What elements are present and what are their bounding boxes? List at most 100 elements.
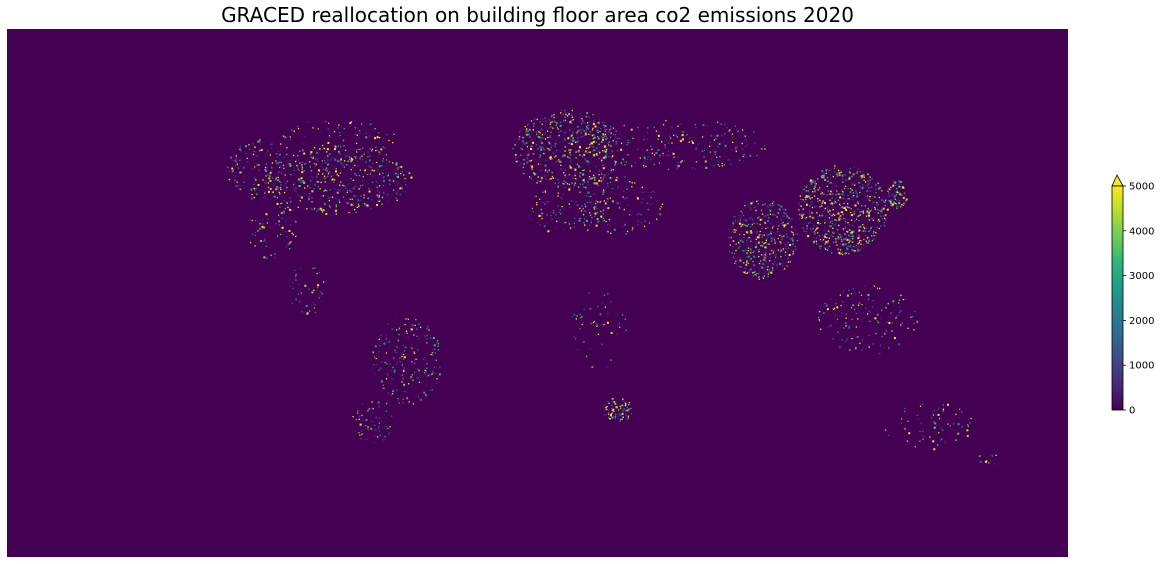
emission-point	[387, 173, 390, 175]
emission-point	[594, 212, 597, 215]
emission-point	[537, 163, 540, 165]
emission-point	[568, 113, 571, 116]
emission-point	[324, 169, 327, 172]
emission-point	[528, 153, 530, 155]
emission-point	[777, 231, 779, 233]
emission-point	[575, 318, 577, 320]
emission-point	[826, 185, 828, 187]
emission-point	[260, 148, 263, 151]
emission-point	[583, 181, 586, 183]
emission-point	[561, 206, 563, 208]
emission-point	[735, 243, 737, 245]
emission-point	[579, 313, 581, 315]
emission-point	[863, 176, 865, 178]
emission-point	[743, 219, 745, 221]
emission-point	[603, 217, 605, 219]
emission-point	[811, 216, 813, 218]
emission-point	[608, 418, 611, 420]
emission-point	[860, 294, 863, 296]
emission-point	[553, 145, 555, 147]
emission-point	[260, 240, 262, 242]
emission-point	[966, 429, 969, 432]
emission-point	[783, 224, 786, 227]
emission-point	[284, 144, 286, 146]
emission-point	[402, 344, 405, 346]
emission-point	[650, 197, 652, 199]
emission-point	[539, 132, 541, 134]
emission-point	[848, 171, 851, 173]
emission-point	[969, 422, 971, 424]
emission-point	[310, 180, 312, 182]
emission-point	[629, 214, 631, 216]
emission-point	[362, 175, 364, 178]
emission-point	[750, 226, 752, 228]
emission-point	[611, 412, 613, 414]
emission-point	[933, 426, 936, 429]
emission-point	[627, 154, 629, 156]
emission-point	[703, 135, 705, 137]
emission-point	[819, 187, 821, 189]
emission-point	[869, 210, 871, 212]
emission-point	[250, 197, 253, 200]
emission-point	[570, 139, 572, 141]
emission-point	[542, 146, 544, 149]
emission-point	[743, 262, 745, 264]
emission-point	[892, 181, 895, 183]
emission-point	[765, 239, 767, 242]
emission-point	[843, 239, 845, 241]
emission-point	[234, 185, 236, 187]
emission-point	[870, 209, 872, 211]
emission-point	[579, 154, 581, 156]
emission-point	[551, 171, 553, 174]
emission-point	[821, 170, 824, 173]
emission-point	[967, 425, 969, 427]
emission-point	[553, 113, 555, 116]
emission-point	[257, 184, 260, 186]
emission-point	[819, 222, 822, 225]
emission-point	[588, 151, 590, 153]
emission-point	[314, 304, 316, 306]
emission-point	[520, 147, 522, 150]
emission-point	[681, 160, 683, 162]
emission-point	[835, 303, 837, 305]
emission-point	[605, 156, 607, 158]
emission-point	[532, 211, 534, 213]
emission-point	[528, 129, 530, 131]
emission-point	[602, 178, 604, 180]
emission-point	[838, 251, 841, 254]
emission-point	[300, 268, 302, 270]
emission-point	[231, 170, 233, 173]
emission-point	[563, 222, 565, 224]
emission-point	[394, 371, 396, 373]
emission-point	[523, 142, 525, 145]
emission-point	[365, 136, 368, 139]
emission-point	[618, 322, 620, 324]
emission-point	[303, 170, 305, 172]
emission-point	[858, 291, 861, 294]
emission-point	[778, 204, 780, 206]
emission-point	[606, 137, 608, 139]
emission-point	[694, 168, 697, 170]
emission-point	[622, 225, 624, 228]
emission-point	[825, 204, 827, 206]
emission-point	[338, 199, 340, 201]
emission-point	[910, 316, 912, 318]
emission-point	[333, 148, 336, 151]
emission-point	[819, 311, 821, 313]
emission-point	[314, 207, 316, 209]
emission-point	[265, 213, 268, 216]
emission-point	[861, 205, 863, 207]
emission-point	[774, 242, 776, 244]
emission-point	[806, 225, 808, 227]
emission-point	[900, 324, 902, 326]
emission-point	[747, 205, 749, 208]
emission-point	[285, 246, 288, 248]
emission-point	[542, 129, 544, 131]
emission-point	[426, 335, 428, 337]
emission-point	[313, 163, 316, 165]
emission-point	[748, 223, 750, 226]
emission-point	[810, 228, 812, 230]
emission-point	[713, 165, 715, 167]
emission-point	[240, 171, 243, 173]
emission-point	[861, 176, 863, 178]
